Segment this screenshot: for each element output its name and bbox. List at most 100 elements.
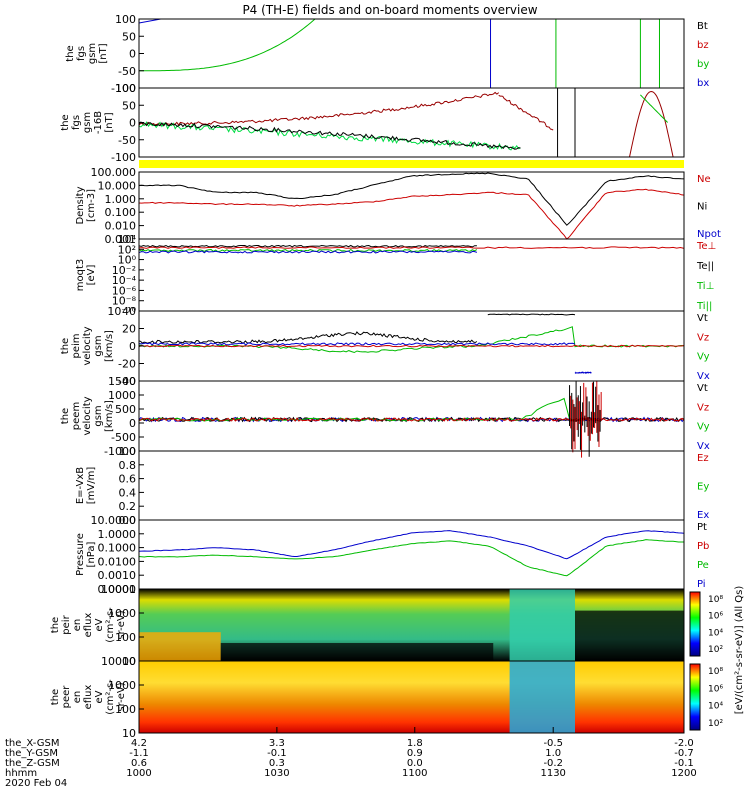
- y-axis-label: [nPa]: [86, 541, 97, 567]
- y-tick-label: 10⁻²: [112, 264, 136, 277]
- legend-entry: Vt: [697, 313, 708, 324]
- y-tick-label: 10⁻⁶: [112, 284, 137, 297]
- panel-peim: 40 20 0 -20 -40 the peim velocity gsm [km/s] Vt Vz V…: [60, 305, 710, 388]
- y-tick-label: 0.2: [119, 500, 137, 513]
- legend-entry: Vt: [697, 383, 708, 394]
- y-tick-label: 500: [115, 403, 136, 416]
- y-tick-label: 0: [129, 340, 136, 353]
- y-axis-label: eflux: [83, 613, 94, 638]
- legend-entry: Pb: [697, 541, 709, 552]
- y-axis-label: Pressure: [75, 533, 86, 576]
- y-axis-label: E=-VxB: [75, 467, 86, 504]
- y-tick-label: 0.4: [119, 486, 137, 499]
- y-axis-label: Density: [75, 186, 86, 224]
- y-axis-label: peem: [71, 402, 82, 430]
- legend-entry: by: [697, 59, 709, 70]
- legend-entry: Vx: [697, 441, 710, 452]
- panel-peem-frame: [138, 380, 685, 452]
- x-row-label: the_Z-GSM: [5, 758, 60, 769]
- y-axis-label: the: [60, 114, 71, 130]
- panel-density-plot: [138, 172, 685, 240]
- x-tick-label: -0.7: [674, 748, 694, 759]
- x-date-label: 2020 Feb 04: [5, 778, 67, 789]
- y-axis-label: [nT]: [104, 112, 115, 132]
- spectrogram-peir-empty: [220, 643, 494, 661]
- y-tick-label: 1000: [108, 679, 136, 692]
- series-bx: [138, 18, 161, 24]
- panel-fgs: 100 50 0 -50 -100 the fgs gsm [nT] Bt bz by bx: [65, 13, 709, 95]
- legend-entry: Pt: [697, 522, 707, 533]
- y-tick-label: 10⁻¹⁰: [107, 305, 136, 318]
- y-tick-label: 10⁻⁴: [112, 274, 137, 287]
- y-axis-label: en: [72, 691, 83, 704]
- x-tick-label: 0.3: [269, 758, 285, 769]
- y-axis-label: [nT]: [98, 43, 109, 63]
- legend-entry: bz: [697, 40, 709, 51]
- y-axis-label: [km/s]: [104, 400, 115, 432]
- y-tick-label: 0.1000: [98, 542, 137, 555]
- y-tick-label: 0: [129, 417, 136, 430]
- legend-entry: Vx: [697, 371, 710, 382]
- panel-peer: 10000 1000 100 10 the peer en eflux eV (cm²-s-sr-…: [50, 655, 685, 740]
- x-tick-label: 1130: [540, 768, 565, 779]
- legend-entry: Ex: [697, 510, 709, 521]
- y-tick-label: 0.0010: [98, 569, 137, 582]
- series-bt: [138, 121, 521, 150]
- y-axis-label: gsm: [93, 335, 104, 356]
- panel-fgs2: 100 50 0 -50 -100 the fgs gsm -16B [nT]: [60, 82, 685, 164]
- colorbar-tick-label: 10⁶: [708, 684, 723, 694]
- colorbar-tick-label: 10⁸: [708, 595, 723, 605]
- x-tick-label: -2.0: [674, 738, 694, 749]
- colorbar-tick-label: 10⁴: [708, 702, 723, 712]
- y-tick-label: 50: [122, 30, 136, 43]
- y-tick-label: 0.001: [105, 233, 137, 246]
- legend-entry: Bt: [697, 21, 708, 32]
- x-tick-label: -0.2: [543, 758, 563, 769]
- colorbar-tick-label: 10⁶: [708, 612, 723, 622]
- y-tick-label: 1000: [108, 607, 136, 620]
- x-row-label: hhmm: [5, 768, 37, 779]
- colorbar-tick-label: 10⁴: [708, 628, 723, 638]
- x-tick-label: 1000: [126, 768, 151, 779]
- panel-temp-frame: [138, 238, 685, 312]
- series-vx-low: [574, 371, 592, 375]
- legend-entry: Ez: [697, 453, 709, 464]
- legend-entry: Vy: [697, 352, 710, 363]
- y-tick-label: 0.0001: [98, 583, 137, 596]
- y-axis-label: the: [50, 689, 61, 705]
- series-pe: [138, 539, 684, 577]
- y-axis-label: eV: [94, 618, 105, 631]
- series-bz-arc: [629, 90, 674, 158]
- y-axis-label: (cm²-s-: [105, 679, 116, 715]
- y-axis-label: the: [65, 45, 76, 61]
- y-axis-label: (cm²-s-: [105, 607, 116, 643]
- spectrogram-peir-empty2: [575, 610, 684, 661]
- panel-fgs-frame: [138, 18, 685, 89]
- y-axis-label: gsm: [87, 43, 98, 64]
- y-tick-label: -50: [118, 65, 136, 78]
- y-tick-label: 0.6: [119, 473, 137, 486]
- spectrogram-peer: [139, 661, 684, 733]
- y-axis-label: en: [72, 619, 83, 632]
- series-te-perp: [138, 246, 685, 249]
- y-axis-label: velocity: [82, 326, 93, 365]
- series-ne: [138, 188, 685, 240]
- y-axis-label: fgs: [71, 115, 82, 130]
- series-vz: [138, 344, 685, 348]
- y-axis-label: velocity: [82, 396, 93, 435]
- y-tick-label: 100: [115, 82, 136, 95]
- series-te-par: [138, 244, 477, 248]
- y-tick-label: 10000: [101, 583, 136, 596]
- legend-entry: Vz: [697, 402, 709, 413]
- x-axis-labels: the_X-GSM 4.2 3.3 1.8 -0.5 -2.0 the_Y-GSM -1.1 -…: [5, 727, 697, 789]
- x-tick-label: 1100: [402, 768, 427, 779]
- y-axis-label: [eV]: [86, 265, 97, 286]
- y-tick-label: 1500: [108, 375, 136, 388]
- panel-peim-plot: [138, 313, 685, 375]
- series-pi: [138, 530, 685, 560]
- x-tick-label: -0.1: [674, 758, 694, 769]
